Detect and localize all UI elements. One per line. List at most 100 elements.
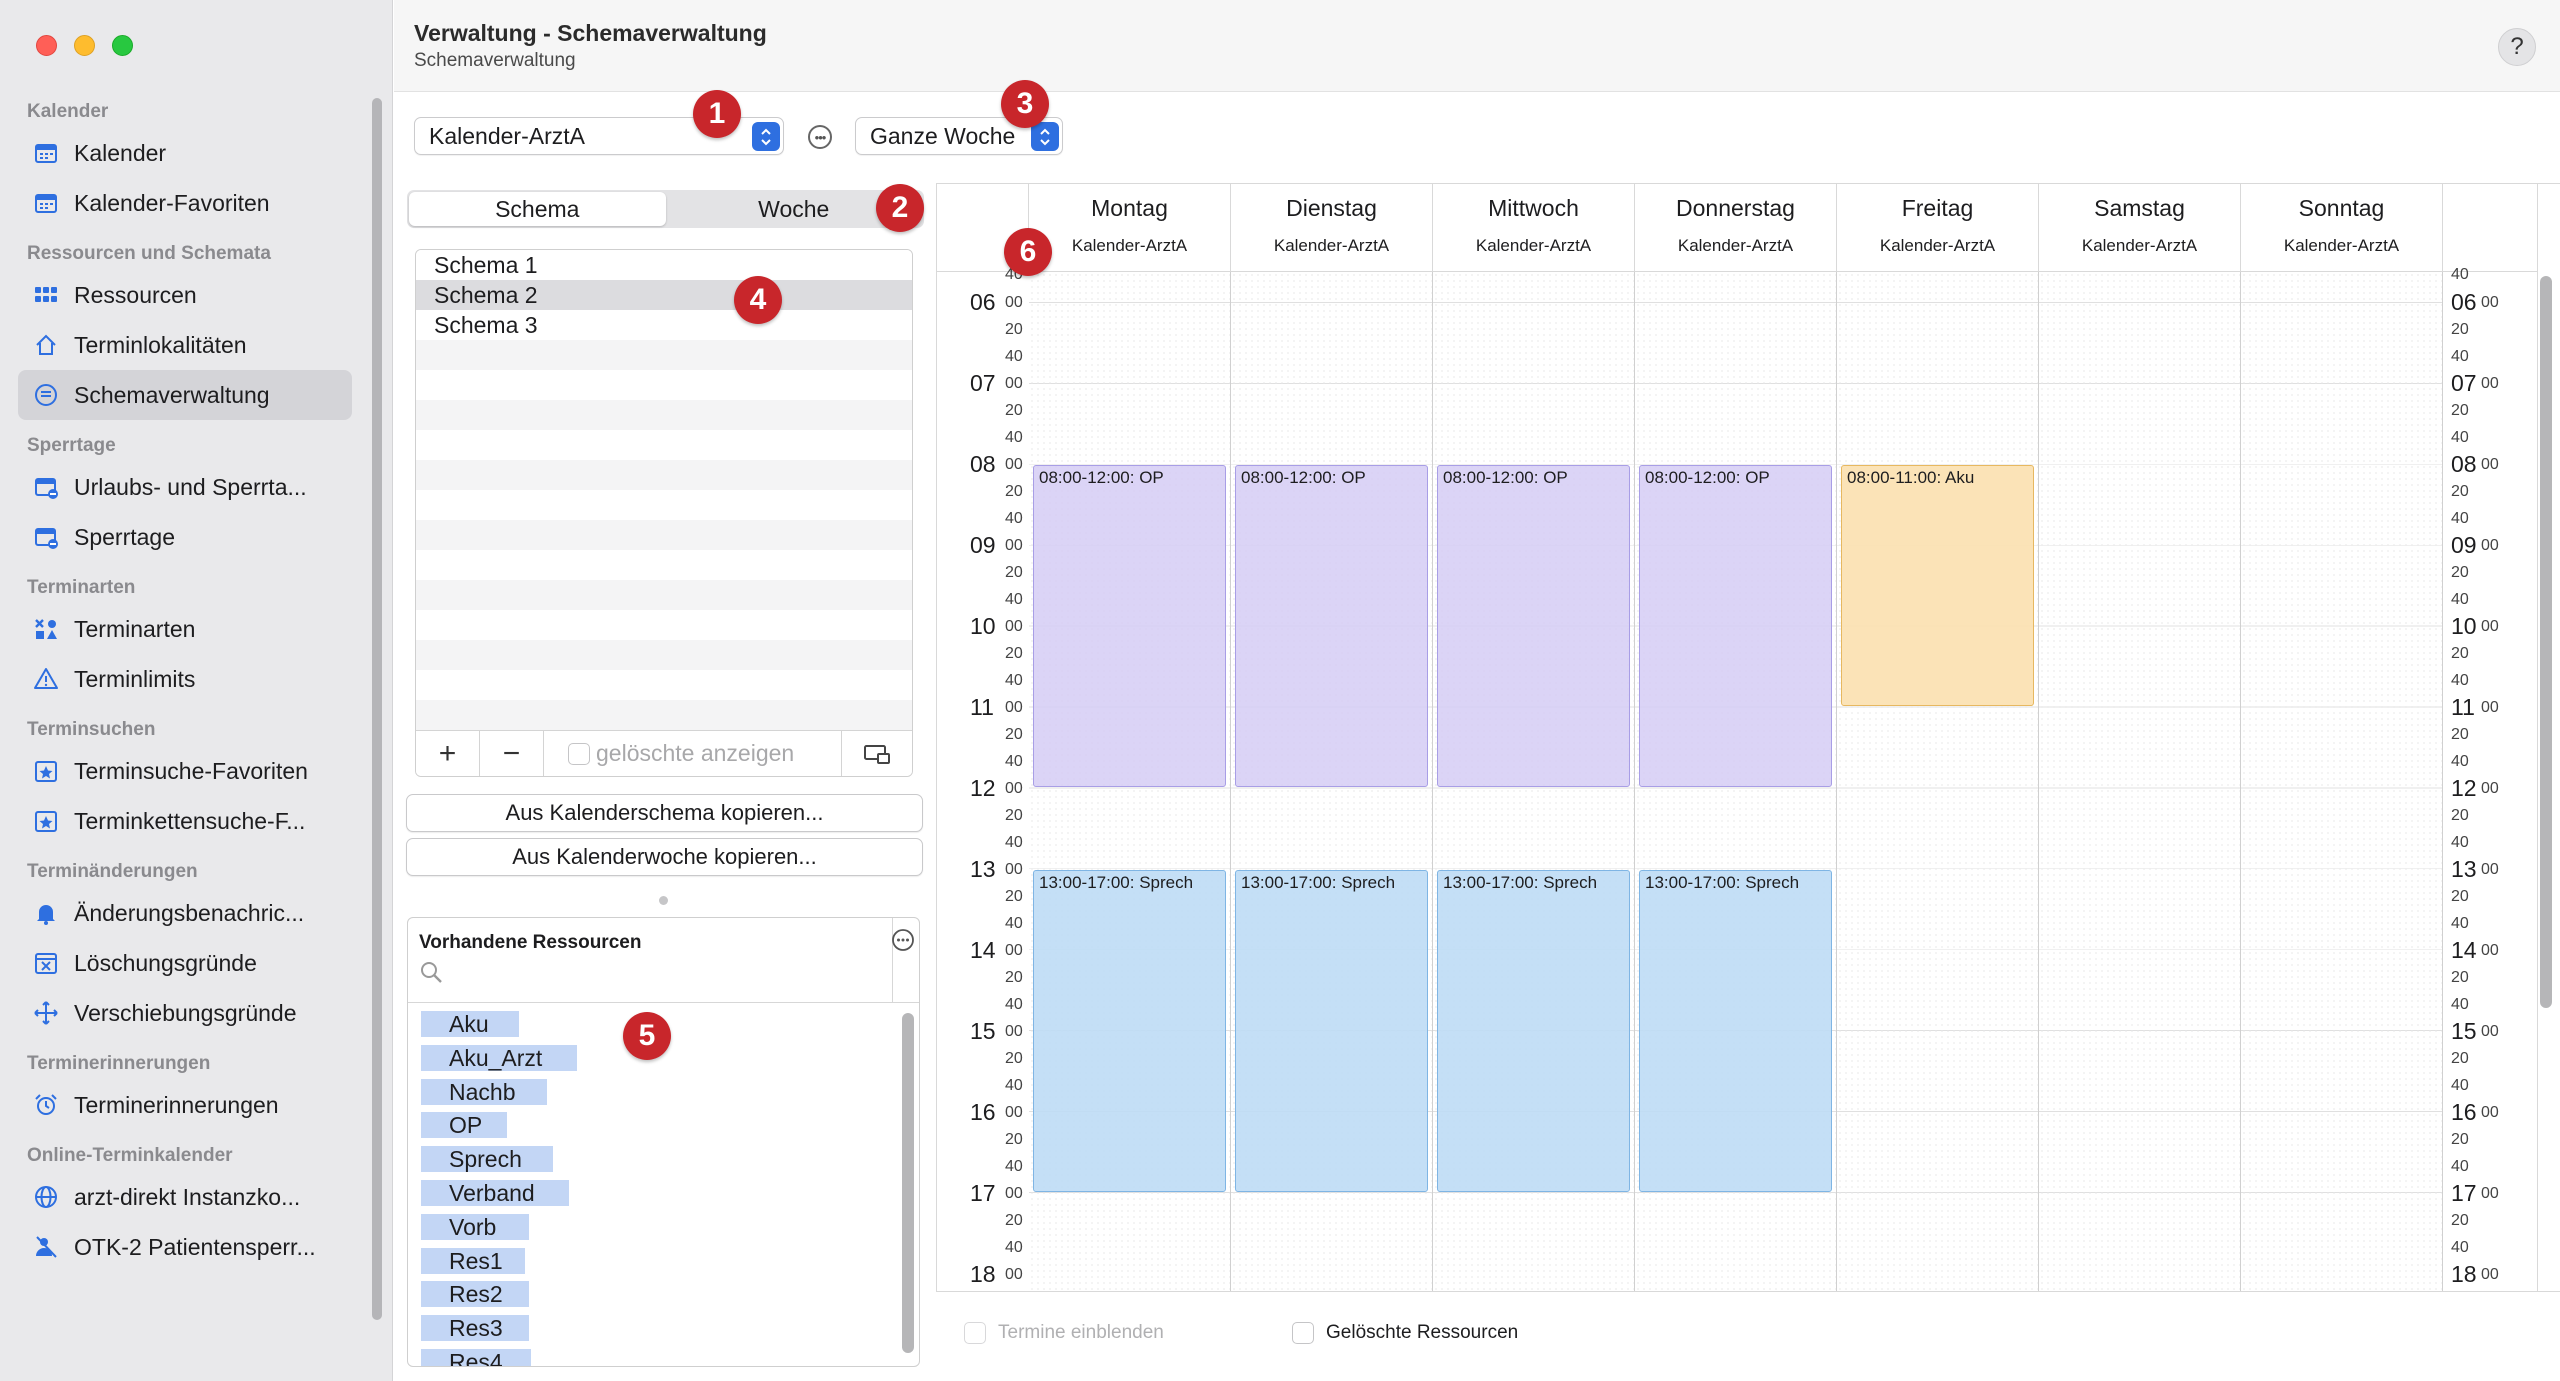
sidebar-item[interactable]: Kalender-Favoriten (18, 178, 352, 228)
resources-scrollbar[interactable] (902, 1013, 914, 1353)
schedule-block[interactable]: 13:00-17:00: Sprech (1437, 870, 1630, 1192)
split-view-handle[interactable] (659, 896, 668, 905)
minute-label: 00 (2481, 294, 2499, 311)
sidebar-item[interactable]: Löschungsgründe (18, 938, 352, 988)
resource-tag[interactable]: Aku_Arzt (421, 1044, 577, 1071)
person-block-icon (32, 1233, 60, 1261)
minute-label: 20 (2451, 888, 2469, 905)
schedule-block[interactable]: 13:00-17:00: Sprech (1639, 870, 1832, 1192)
sidebar-item[interactable]: arzt-direkt Instanzko... (18, 1172, 352, 1222)
zoom-window-button[interactable] (112, 35, 133, 56)
sidebar-item[interactable]: Verschiebungsgründe (18, 988, 352, 1038)
day-header[interactable]: Samstag Kalender-ArztA (2039, 184, 2241, 272)
empty-row (416, 490, 912, 520)
sidebar-item[interactable]: Kalender (18, 128, 352, 178)
resource-tag[interactable]: OP (421, 1112, 507, 1139)
show-deleted-toggle[interactable]: gelöschte anzeigen (544, 730, 842, 776)
sidebar-item[interactable]: Terminerinnerungen (18, 1080, 352, 1130)
minute-label: 40 (1005, 1239, 1023, 1256)
schedule-block-label: 08:00-12:00: OP (1241, 468, 1366, 487)
schema-list-item[interactable]: Schema 2 (416, 280, 912, 310)
sidebar-item-label: arzt-direkt Instanzko... (74, 1183, 301, 1210)
sidebar-item[interactable]: OTK-2 Patientensperr... (18, 1222, 352, 1272)
schema-list-item[interactable]: Schema 1 (416, 250, 912, 280)
add-schema-button[interactable]: + (416, 730, 480, 776)
sidebar-item[interactable]: Ressourcen (18, 270, 352, 320)
window-title: Verwaltung - Schemaverwaltung (414, 20, 767, 46)
resource-tag[interactable]: Res1 (421, 1247, 525, 1274)
segment-woche[interactable]: Woche (758, 195, 830, 222)
resource-tag[interactable]: Nachb (421, 1078, 547, 1105)
minute-label: 00 (2481, 861, 2499, 878)
resource-tag[interactable]: Res3 (421, 1315, 529, 1342)
day-header[interactable]: Freitag Kalender-ArztA (1837, 184, 2039, 272)
day-header[interactable]: Montag Kalender-ArztA (1029, 184, 1231, 272)
schedule-block[interactable]: 08:00-12:00: OP (1033, 465, 1226, 787)
close-window-button[interactable] (36, 35, 57, 56)
resource-tag[interactable]: Res2 (421, 1281, 529, 1308)
minute-label: 40 (1005, 996, 1023, 1013)
show-appointments-toggle[interactable]: Termine einblenden (964, 1322, 1164, 1344)
deleted-resources-toggle[interactable]: Gelöschte Ressourcen (1292, 1322, 1518, 1344)
sidebar-section-title: Terminarten (27, 577, 136, 598)
schedule-block[interactable]: 13:00-17:00: Sprech (1235, 870, 1428, 1192)
minute-label: 00 (2481, 1185, 2499, 1202)
sidebar-item[interactable]: Terminsuche-Favoriten (18, 746, 352, 796)
sidebar-item[interactable]: Sperrtage (18, 512, 352, 562)
resource-tag[interactable]: Aku (421, 1011, 519, 1037)
minute-label: 20 (2451, 1050, 2469, 1067)
search-icon[interactable] (419, 960, 445, 986)
minute-label: 00 (2481, 699, 2499, 716)
day-header[interactable]: Donnerstag Kalender-ArztA (1635, 184, 1837, 272)
schedule-block-label: 13:00-17:00: Sprech (1039, 873, 1194, 892)
schema-list-item[interactable]: Schema 3 (416, 310, 912, 340)
copy-from-schema-button[interactable]: Aus Kalenderschema kopieren... (406, 794, 923, 832)
day-header[interactable]: Dienstag Kalender-ArztA (1231, 184, 1433, 272)
deleted-resources-checkbox[interactable] (1292, 1322, 1314, 1344)
more-options-icon[interactable]: ••• (808, 125, 832, 149)
schedule-block[interactable]: 13:00-17:00: Sprech (1033, 870, 1226, 1192)
help-button[interactable]: ? (2498, 28, 2536, 66)
remove-schema-button[interactable]: − (480, 730, 544, 776)
empty-row (416, 640, 912, 670)
resource-tag[interactable]: Vorb (421, 1213, 529, 1240)
sidebar-item[interactable]: Terminkettensuche-F... (18, 796, 352, 846)
schedule-block-label: 08:00-12:00: OP (1039, 468, 1164, 487)
house-icon (32, 331, 60, 359)
show-appointments-checkbox[interactable] (964, 1322, 986, 1344)
minute-label: 00 (2481, 1104, 2499, 1121)
copy-from-week-button[interactable]: Aus Kalenderwoche kopieren... (406, 838, 923, 876)
minimize-window-button[interactable] (74, 35, 95, 56)
sidebar-item[interactable]: Schemaverwaltung (18, 370, 352, 420)
resources-header: Vorhandene Ressourcen (408, 918, 919, 1003)
more-options-icon[interactable] (891, 928, 915, 952)
sidebar-item[interactable]: Terminarten (18, 604, 352, 654)
empty-row (416, 520, 912, 550)
day-column[interactable] (2039, 272, 2241, 1291)
schedule-block[interactable]: 08:00-12:00: OP (1639, 465, 1832, 787)
minute-label: 20 (1005, 726, 1023, 743)
calendar-scrollbar[interactable] (2540, 276, 2552, 1008)
sidebar-item[interactable]: Urlaubs- und Sperrta... (18, 462, 352, 512)
sidebar-item[interactable]: Terminlimits (18, 654, 352, 704)
schedule-block[interactable]: 08:00-11:00: Aku (1841, 465, 2034, 706)
sidebar-scrollbar[interactable] (372, 98, 382, 1320)
schedule-block[interactable]: 08:00-12:00: OP (1235, 465, 1428, 787)
show-deleted-checkbox[interactable] (568, 742, 590, 765)
segment-schema[interactable]: Schema (409, 192, 666, 226)
minute-label: 20 (1005, 402, 1023, 419)
empty-row (416, 550, 912, 580)
resource-tag[interactable]: Res4 (421, 1348, 531, 1366)
minute-label: 20 (1005, 1212, 1023, 1229)
hour-label: 17 (970, 1180, 996, 1206)
resource-tag[interactable]: Sprech (421, 1146, 553, 1173)
resource-tag[interactable]: Verband (421, 1179, 569, 1206)
day-header[interactable]: Mittwoch Kalender-ArztA (1433, 184, 1635, 272)
sidebar-item[interactable]: Änderungsbenachric... (18, 888, 352, 938)
day-header[interactable]: Sonntag Kalender-ArztA (2241, 184, 2443, 272)
day-column[interactable] (1837, 272, 2039, 1291)
schedule-block[interactable]: 08:00-12:00: OP (1437, 465, 1630, 787)
sidebar-item[interactable]: Terminlokalitäten (18, 320, 352, 370)
display-settings-icon[interactable] (842, 743, 912, 765)
day-column[interactable] (2241, 272, 2443, 1291)
